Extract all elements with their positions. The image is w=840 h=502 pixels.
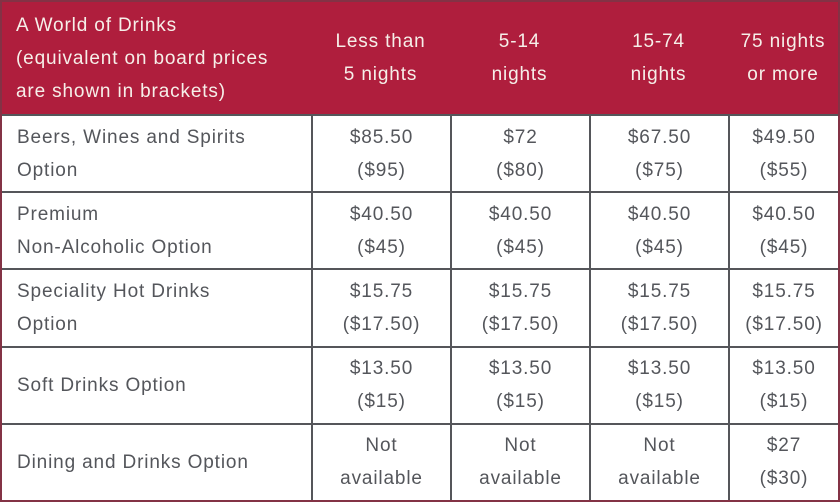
table-title: A World of Drinks (equivalent on board p… xyxy=(2,2,311,114)
row-label-dining-and-drinks: Dining and Drinks Option xyxy=(2,422,311,500)
price-cell: $40.50 ($45) xyxy=(589,191,728,269)
price-cell: $13.50 ($15) xyxy=(728,345,838,423)
price-cell: $72 ($80) xyxy=(450,114,589,192)
row-label-speciality-hot-drinks: Speciality Hot Drinks Option xyxy=(2,268,311,345)
price-cell: $67.50 ($75) xyxy=(589,114,728,192)
price-cell: $85.50 ($95) xyxy=(311,114,450,192)
price-cell: $15.75 ($17.50) xyxy=(450,268,589,346)
price-cell: $13.50 ($15) xyxy=(311,345,450,423)
column-header-less-than-5-nights: Less than 5 nights xyxy=(311,2,450,114)
price-cell: $40.50 ($45) xyxy=(311,191,450,269)
row-label-premium-non-alcoholic: Premium Non-Alcoholic Option xyxy=(2,191,311,268)
column-header-5-14-nights: 5-14 nights xyxy=(450,2,589,114)
price-cell: $15.75 ($17.50) xyxy=(728,268,838,346)
price-cell: $15.75 ($17.50) xyxy=(589,268,728,346)
price-cell: Not available xyxy=(311,422,450,500)
row-label-soft-drinks: Soft Drinks Option xyxy=(2,345,311,423)
price-cell: $49.50 ($55) xyxy=(728,114,838,192)
price-cell: $40.50 ($45) xyxy=(728,191,838,269)
price-cell: Not available xyxy=(589,422,728,500)
price-cell: $40.50 ($45) xyxy=(450,191,589,269)
column-header-75-nights-or-more: 75 nights or more xyxy=(728,2,838,114)
price-cell: $13.50 ($15) xyxy=(450,345,589,423)
price-cell: Not available xyxy=(450,422,589,500)
column-header-15-74-nights: 15-74 nights xyxy=(589,2,728,114)
price-cell: $15.75 ($17.50) xyxy=(311,268,450,346)
price-cell: $13.50 ($15) xyxy=(589,345,728,423)
row-label-beers-wines-spirits: Beers, Wines and Spirits Option xyxy=(2,114,311,191)
price-cell: $27 ($30) xyxy=(728,422,838,500)
